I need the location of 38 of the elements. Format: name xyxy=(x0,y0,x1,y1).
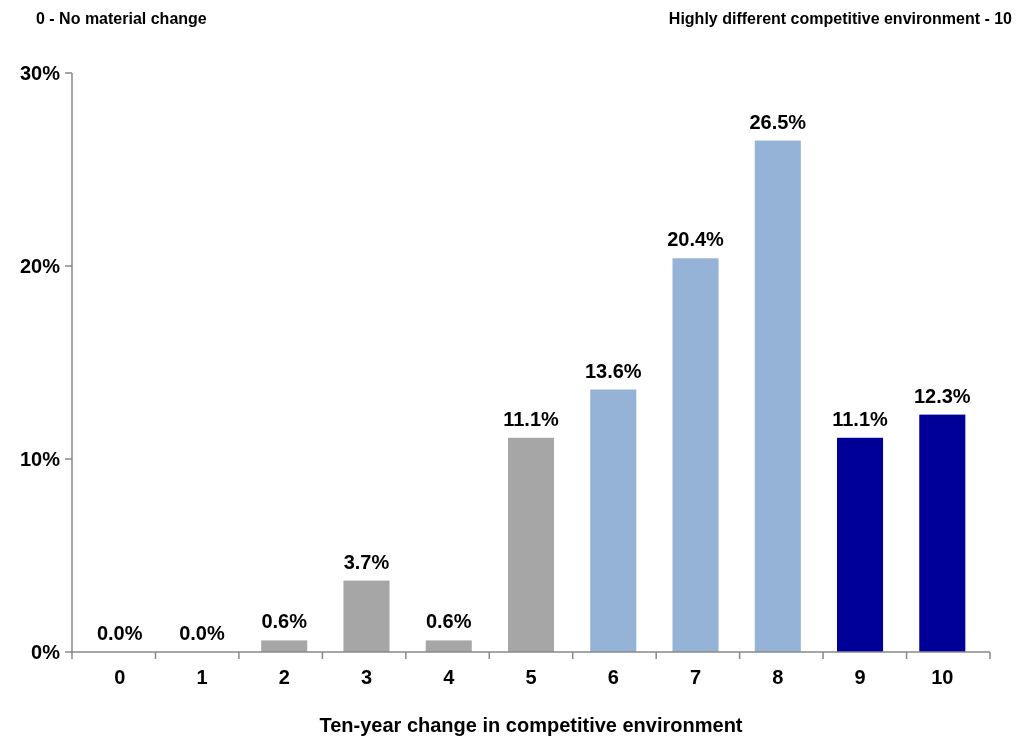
text: Highly different competitive environment - 10 xyxy=(668,10,1013,27)
y-tick-label: 20% xyxy=(19,255,61,277)
bar xyxy=(919,414,966,652)
data-label: 0.6% xyxy=(425,610,472,633)
y-tick-label: 30% xyxy=(19,62,61,84)
bar xyxy=(343,580,390,652)
x-tick-label: 4 xyxy=(443,666,456,688)
x-tick-label: 8 xyxy=(772,666,784,688)
x-tick-label: 10 xyxy=(931,666,954,688)
data-label: 26.5% xyxy=(749,110,807,133)
bar xyxy=(590,389,637,652)
x-tick-label: 1 xyxy=(196,666,208,688)
data-label: 0.6% xyxy=(261,610,308,633)
x-tick-label: 6 xyxy=(607,666,619,688)
x-tick-label: 0 xyxy=(114,666,126,688)
data-label: 0.0% xyxy=(179,622,225,644)
bar xyxy=(507,437,555,652)
bar xyxy=(754,140,801,652)
x-axis-title: Ten-year change in competitive environment xyxy=(319,714,743,736)
x-tick-label: 2 xyxy=(278,666,290,688)
bar xyxy=(425,640,472,652)
data-label: 11.1% xyxy=(832,407,889,430)
text: 0 - No material change xyxy=(36,10,207,27)
bar xyxy=(837,437,884,652)
data-label: 20.4% xyxy=(667,228,725,251)
x-tick-label: 7 xyxy=(689,666,702,688)
bar xyxy=(672,258,719,652)
y-tick-label: 0% xyxy=(31,641,61,663)
data-label: 13.6% xyxy=(584,359,642,382)
data-label: 12.3% xyxy=(913,384,971,407)
x-tick-label: 5 xyxy=(525,666,537,688)
y-tick-label: 10% xyxy=(19,448,61,470)
x-tick-label: 3 xyxy=(360,666,373,688)
x-tick-label: 9 xyxy=(854,666,866,688)
data-label: 11.1% xyxy=(503,407,560,430)
data-label: 0.0% xyxy=(96,622,143,644)
data-label: 3.7% xyxy=(343,550,390,573)
bar xyxy=(261,640,308,652)
